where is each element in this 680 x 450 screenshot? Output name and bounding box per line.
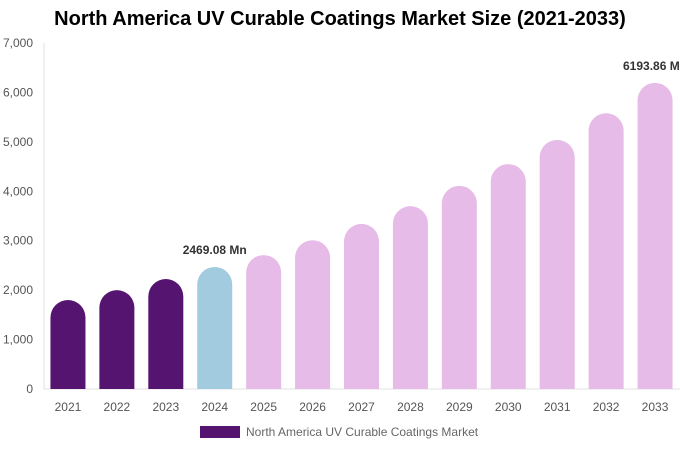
x-tick-label: 2028 (397, 400, 424, 414)
legend-swatch (200, 426, 240, 438)
legend: North America UV Curable Coatings Market (200, 425, 478, 439)
y-tick-label: 4,000 (3, 184, 33, 198)
y-tick-label: 1,000 (3, 333, 33, 347)
bar-2021 (50, 300, 86, 389)
y-tick-label: 7,000 (3, 36, 33, 50)
x-tick-label: 2027 (348, 400, 375, 414)
data-label: 6193.86 Mn (623, 59, 680, 73)
bar-2029 (441, 185, 477, 389)
x-tick-label: 2033 (642, 400, 669, 414)
x-tick-label: 2029 (446, 400, 473, 414)
bar-2032 (588, 113, 624, 389)
legend-label: North America UV Curable Coatings Market (246, 425, 479, 439)
bar-2023 (148, 279, 184, 389)
x-tick-label: 2030 (495, 400, 522, 414)
bar-2031 (539, 139, 575, 389)
bar-2030 (490, 164, 526, 389)
data-label: 2469.08 Mn (183, 243, 247, 257)
y-tick-label: 2,000 (3, 283, 33, 297)
x-tick-label: 2025 (250, 400, 277, 414)
y-tick-label: 5,000 (3, 135, 33, 149)
y-tick-label: 3,000 (3, 234, 33, 248)
y-tick-label: 0 (26, 382, 33, 396)
bar-2028 (392, 206, 428, 389)
x-tick-label: 2022 (104, 400, 131, 414)
x-tick-label: 2031 (544, 400, 571, 414)
bar-2027 (344, 223, 379, 389)
x-tick-label: 2026 (299, 400, 326, 414)
x-tick-label: 2032 (593, 400, 620, 414)
bar-2033 (637, 82, 673, 389)
y-tick-label: 6,000 (3, 85, 33, 99)
x-tick-label: 2023 (152, 400, 179, 414)
bar-2024 (197, 266, 233, 389)
chart-title: North America UV Curable Coatings Market… (54, 8, 626, 30)
bar-2022 (99, 290, 135, 389)
bar-2025 (246, 255, 282, 389)
x-tick-label: 2021 (55, 400, 82, 414)
bar-2026 (295, 240, 331, 389)
x-tick-label: 2024 (201, 400, 228, 414)
